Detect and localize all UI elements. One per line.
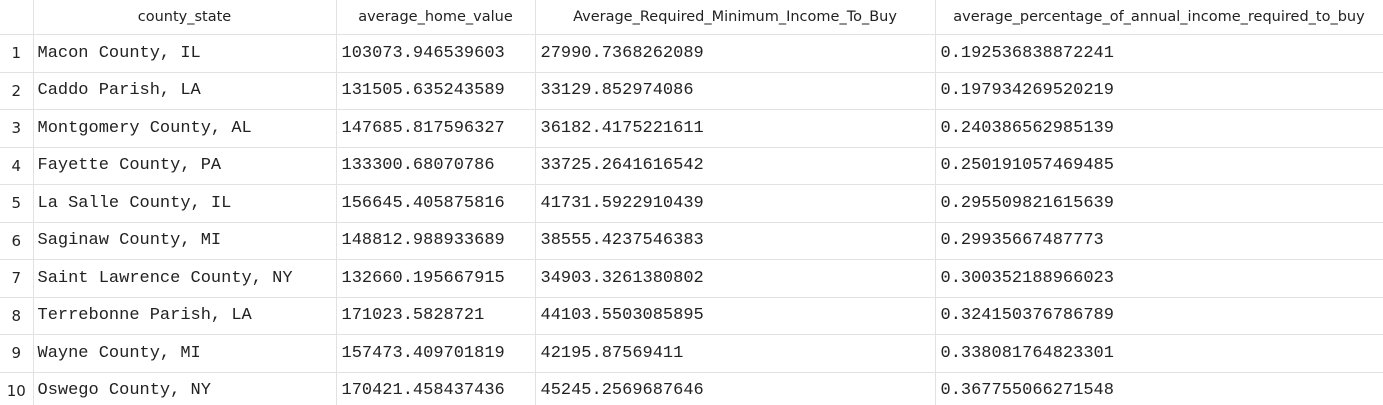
cell-county-state[interactable]: Saginaw County, MI bbox=[33, 222, 337, 260]
cell-county-state[interactable]: Terrebonne Parish, LA bbox=[33, 297, 337, 335]
row-number[interactable]: 8 bbox=[0, 297, 34, 335]
table-row[interactable]: 1 Macon County, IL 103073.946539603 2799… bbox=[0, 34, 1383, 73]
table-row[interactable]: 5 La Salle County, IL 156645.405875816 4… bbox=[0, 184, 1383, 223]
cell-minimum-income[interactable]: 33725.2641616542 bbox=[535, 147, 936, 185]
table-row[interactable]: 6 Saginaw County, MI 148812.988933689 38… bbox=[0, 222, 1383, 260]
table-row[interactable]: 9 Wayne County, MI 157473.409701819 4219… bbox=[0, 334, 1383, 373]
cell-county-state[interactable]: Saint Lawrence County, NY bbox=[33, 259, 337, 298]
cell-percentage-income[interactable]: 0.250191057469485 bbox=[935, 147, 1383, 185]
cell-county-state[interactable]: Wayne County, MI bbox=[33, 334, 337, 373]
row-number[interactable]: 3 bbox=[0, 109, 34, 148]
row-number-header bbox=[0, 0, 34, 35]
row-number[interactable]: 1 bbox=[0, 34, 34, 73]
row-number[interactable]: 7 bbox=[0, 259, 34, 298]
cell-average-home-value[interactable]: 171023.5828721 bbox=[336, 297, 536, 335]
cell-minimum-income[interactable]: 34903.3261380802 bbox=[535, 259, 936, 298]
cell-average-home-value[interactable]: 156645.405875816 bbox=[336, 184, 536, 223]
cell-average-home-value[interactable]: 103073.946539603 bbox=[336, 34, 536, 73]
cell-county-state[interactable]: Fayette County, PA bbox=[33, 147, 337, 185]
cell-minimum-income[interactable]: 38555.4237546383 bbox=[535, 222, 936, 260]
cell-average-home-value[interactable]: 132660.195667915 bbox=[336, 259, 536, 298]
column-header-average-required-minimum-income[interactable]: Average_Required_Minimum_Income_To_Buy bbox=[535, 0, 936, 35]
cell-percentage-income[interactable]: 0.338081764823301 bbox=[935, 334, 1383, 373]
row-number[interactable]: 9 bbox=[0, 334, 34, 373]
column-header-average-home-value[interactable]: average_home_value bbox=[336, 0, 536, 35]
cell-average-home-value[interactable]: 147685.817596327 bbox=[336, 109, 536, 148]
cell-average-home-value[interactable]: 170421.458437436 bbox=[336, 372, 536, 405]
cell-minimum-income[interactable]: 45245.2569687646 bbox=[535, 372, 936, 405]
cell-average-home-value[interactable]: 131505.635243589 bbox=[336, 72, 536, 110]
cell-percentage-income[interactable]: 0.324150376786789 bbox=[935, 297, 1383, 335]
row-number[interactable]: 6 bbox=[0, 222, 34, 260]
cell-percentage-income[interactable]: 0.295509821615639 bbox=[935, 184, 1383, 223]
cell-county-state[interactable]: La Salle County, IL bbox=[33, 184, 337, 223]
cell-minimum-income[interactable]: 33129.852974086 bbox=[535, 72, 936, 110]
cell-county-state[interactable]: Macon County, IL bbox=[33, 34, 337, 73]
cell-percentage-income[interactable]: 0.240386562985139 bbox=[935, 109, 1383, 148]
cell-percentage-income[interactable]: 0.192536838872241 bbox=[935, 34, 1383, 73]
row-number[interactable]: 4 bbox=[0, 147, 34, 185]
cell-average-home-value[interactable]: 133300.68070786 bbox=[336, 147, 536, 185]
cell-percentage-income[interactable]: 0.197934269520219 bbox=[935, 72, 1383, 110]
cell-county-state[interactable]: Caddo Parish, LA bbox=[33, 72, 337, 110]
cell-minimum-income[interactable]: 27990.7368262089 bbox=[535, 34, 936, 73]
column-header-county-state[interactable]: county_state bbox=[33, 0, 337, 35]
column-header-average-percentage-of-income[interactable]: average_percentage_of_annual_income_requ… bbox=[935, 0, 1383, 35]
cell-average-home-value[interactable]: 148812.988933689 bbox=[336, 222, 536, 260]
table-row[interactable]: 2 Caddo Parish, LA 131505.635243589 3312… bbox=[0, 72, 1383, 110]
cell-minimum-income[interactable]: 42195.87569411 bbox=[535, 334, 936, 373]
cell-percentage-income[interactable]: 0.300352188966023 bbox=[935, 259, 1383, 298]
table-row[interactable]: 8 Terrebonne Parish, LA 171023.5828721 4… bbox=[0, 297, 1383, 335]
cell-average-home-value[interactable]: 157473.409701819 bbox=[336, 334, 536, 373]
table-row[interactable]: 4 Fayette County, PA 133300.68070786 337… bbox=[0, 147, 1383, 185]
cell-percentage-income[interactable]: 0.29935667487773 bbox=[935, 222, 1383, 260]
table-row[interactable]: 10 Oswego County, NY 170421.458437436 45… bbox=[0, 372, 1383, 405]
header-row: county_state average_home_value Average_… bbox=[0, 0, 1383, 35]
cell-minimum-income[interactable]: 36182.4175221611 bbox=[535, 109, 936, 148]
row-number[interactable]: 5 bbox=[0, 184, 34, 223]
cell-minimum-income[interactable]: 44103.5503085895 bbox=[535, 297, 936, 335]
row-number[interactable]: 2 bbox=[0, 72, 34, 110]
cell-county-state[interactable]: Montgomery County, AL bbox=[33, 109, 337, 148]
table-row[interactable]: 7 Saint Lawrence County, NY 132660.19566… bbox=[0, 259, 1383, 298]
table-row[interactable]: 3 Montgomery County, AL 147685.817596327… bbox=[0, 109, 1383, 148]
cell-minimum-income[interactable]: 41731.5922910439 bbox=[535, 184, 936, 223]
row-number[interactable]: 10 bbox=[0, 372, 34, 405]
cell-percentage-income[interactable]: 0.367755066271548 bbox=[935, 372, 1383, 405]
cell-county-state[interactable]: Oswego County, NY bbox=[33, 372, 337, 405]
